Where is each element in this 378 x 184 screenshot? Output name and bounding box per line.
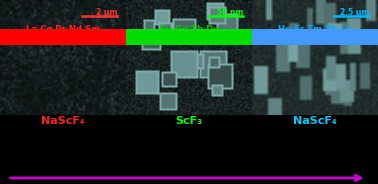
- Text: NaScF₄: NaScF₄: [41, 116, 85, 126]
- Text: ScF₃: ScF₃: [175, 116, 203, 126]
- Text: 2 μm: 2 μm: [96, 8, 117, 17]
- Text: Medium: Medium: [161, 30, 217, 43]
- Text: Ho Er Tm Yb Lu: Ho Er Tm Yb Lu: [278, 25, 352, 34]
- Text: 50 nm: 50 nm: [217, 8, 243, 17]
- Text: Heavy: Heavy: [293, 30, 337, 43]
- Text: NaScF₄: NaScF₄: [293, 116, 337, 126]
- Text: La Ce Pr Nd Sm: La Ce Pr Nd Sm: [26, 25, 100, 34]
- Text: Light: Light: [45, 30, 81, 43]
- Text: Eu Gd Tb Dy: Eu Gd Tb Dy: [160, 25, 218, 34]
- Text: 2.5 μm: 2.5 μm: [340, 8, 369, 17]
